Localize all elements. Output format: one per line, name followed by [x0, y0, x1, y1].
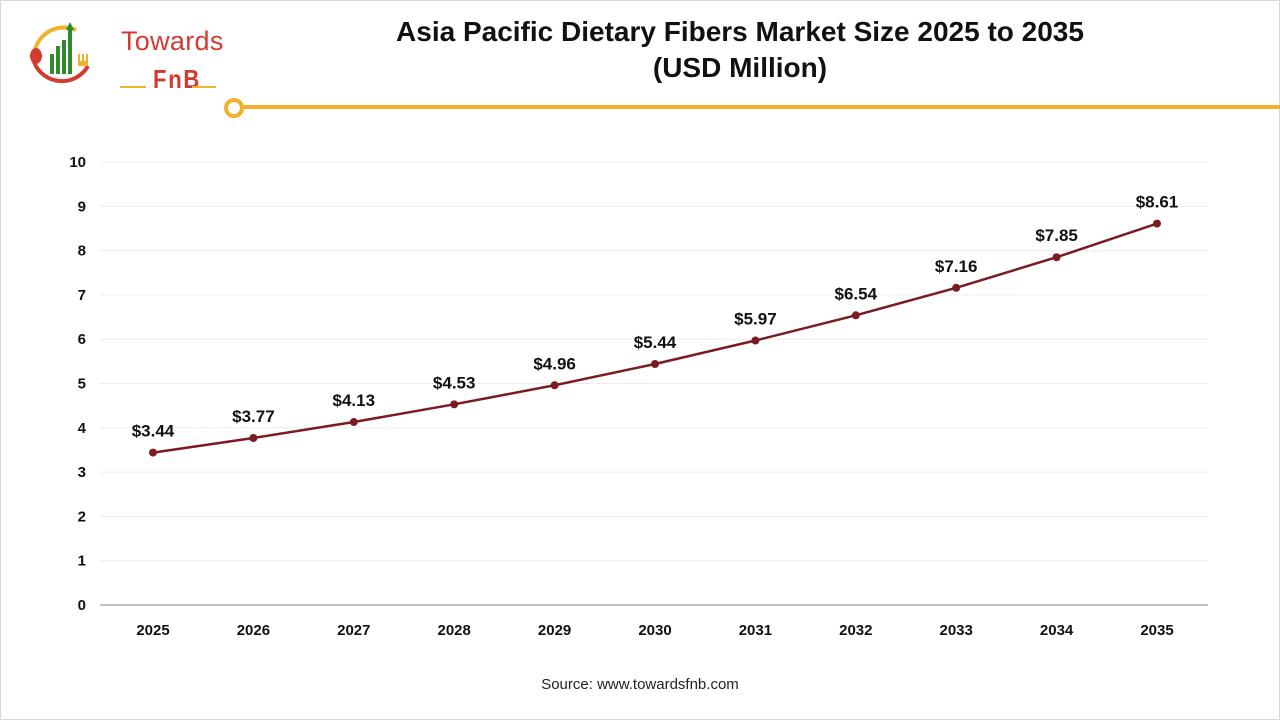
y-tick-label: 9 — [78, 198, 86, 215]
x-tick-label: 2032 — [839, 622, 872, 639]
logo-mark-icon — [30, 22, 90, 84]
data-points — [149, 219, 1161, 457]
y-tick-label: 1 — [78, 553, 86, 570]
y-tick-label: 8 — [78, 243, 86, 260]
chart-title: Asia Pacific Dietary Fibers Market Size … — [340, 14, 1140, 86]
brand-logo: Towards FnB — [24, 18, 223, 94]
y-tick-label: 0 — [78, 597, 86, 614]
data-label: $7.85 — [1035, 226, 1078, 245]
data-labels: $3.44 $3.77 $4.13 $4.53 $4.96 $5.44 $5.97 $6.54… — [132, 193, 1179, 441]
x-tick-label: 2033 — [940, 622, 973, 639]
data-point — [349, 418, 358, 427]
x-tick-label: 2026 — [237, 622, 270, 639]
source-note: Source: www.towardsfnb.com — [541, 676, 739, 693]
y-tick-label: 6 — [78, 331, 86, 348]
data-point — [651, 360, 659, 369]
data-label: $4.53 — [433, 373, 476, 392]
brand-name-fnb: FnB — [153, 64, 202, 94]
x-tick-label: 2035 — [1140, 622, 1173, 639]
data-label: $5.97 — [734, 310, 777, 329]
data-label: $7.16 — [935, 257, 978, 276]
x-tick-label: 2029 — [538, 622, 571, 639]
data-point — [1153, 219, 1161, 228]
chart-title-line2: (USD Million) — [652, 52, 828, 83]
x-tick-label: 2025 — [136, 622, 169, 639]
brand-name: Towards — [121, 26, 224, 56]
gridlines — [100, 161, 1208, 562]
data-point — [550, 381, 559, 390]
chart-title-line1: Asia Pacific Dietary Fibers Market Size … — [396, 16, 1084, 47]
y-axis-ticks: 0 1 2 3 4 5 6 7 8 9 10 — [69, 154, 86, 614]
x-tick-label: 2028 — [438, 622, 471, 639]
title-rule — [242, 105, 1280, 109]
data-point — [952, 283, 961, 292]
y-tick-label: 3 — [78, 464, 86, 481]
data-point — [149, 448, 157, 457]
x-tick-label: 2027 — [337, 622, 370, 639]
data-point — [249, 433, 258, 442]
x-axis-ticks: 2025 2026 2027 2028 2029 2030 2031 2032 2033 2034… — [136, 622, 1173, 639]
x-tick-label: 2031 — [739, 622, 772, 639]
data-point — [851, 311, 860, 320]
data-label: $8.61 — [1136, 193, 1179, 212]
y-tick-label: 5 — [78, 376, 86, 393]
data-label: $5.44 — [634, 333, 677, 352]
brand-dash-right — [192, 86, 216, 88]
data-point — [450, 400, 459, 409]
data-label: $4.13 — [333, 391, 376, 410]
y-tick-label: 4 — [78, 420, 87, 437]
y-tick-label: 2 — [78, 508, 86, 525]
data-label: $3.44 — [132, 422, 175, 441]
x-tick-label: 2034 — [1040, 622, 1074, 639]
data-label: $4.96 — [533, 354, 576, 373]
data-point — [1052, 253, 1061, 262]
y-tick-label: 10 — [69, 154, 86, 171]
x-tick-label: 2030 — [638, 622, 671, 639]
data-point — [751, 336, 760, 345]
brand-dash-left — [120, 86, 146, 88]
y-tick-label: 7 — [78, 287, 86, 304]
data-label: $3.77 — [232, 407, 275, 426]
data-label: $6.54 — [835, 284, 878, 303]
